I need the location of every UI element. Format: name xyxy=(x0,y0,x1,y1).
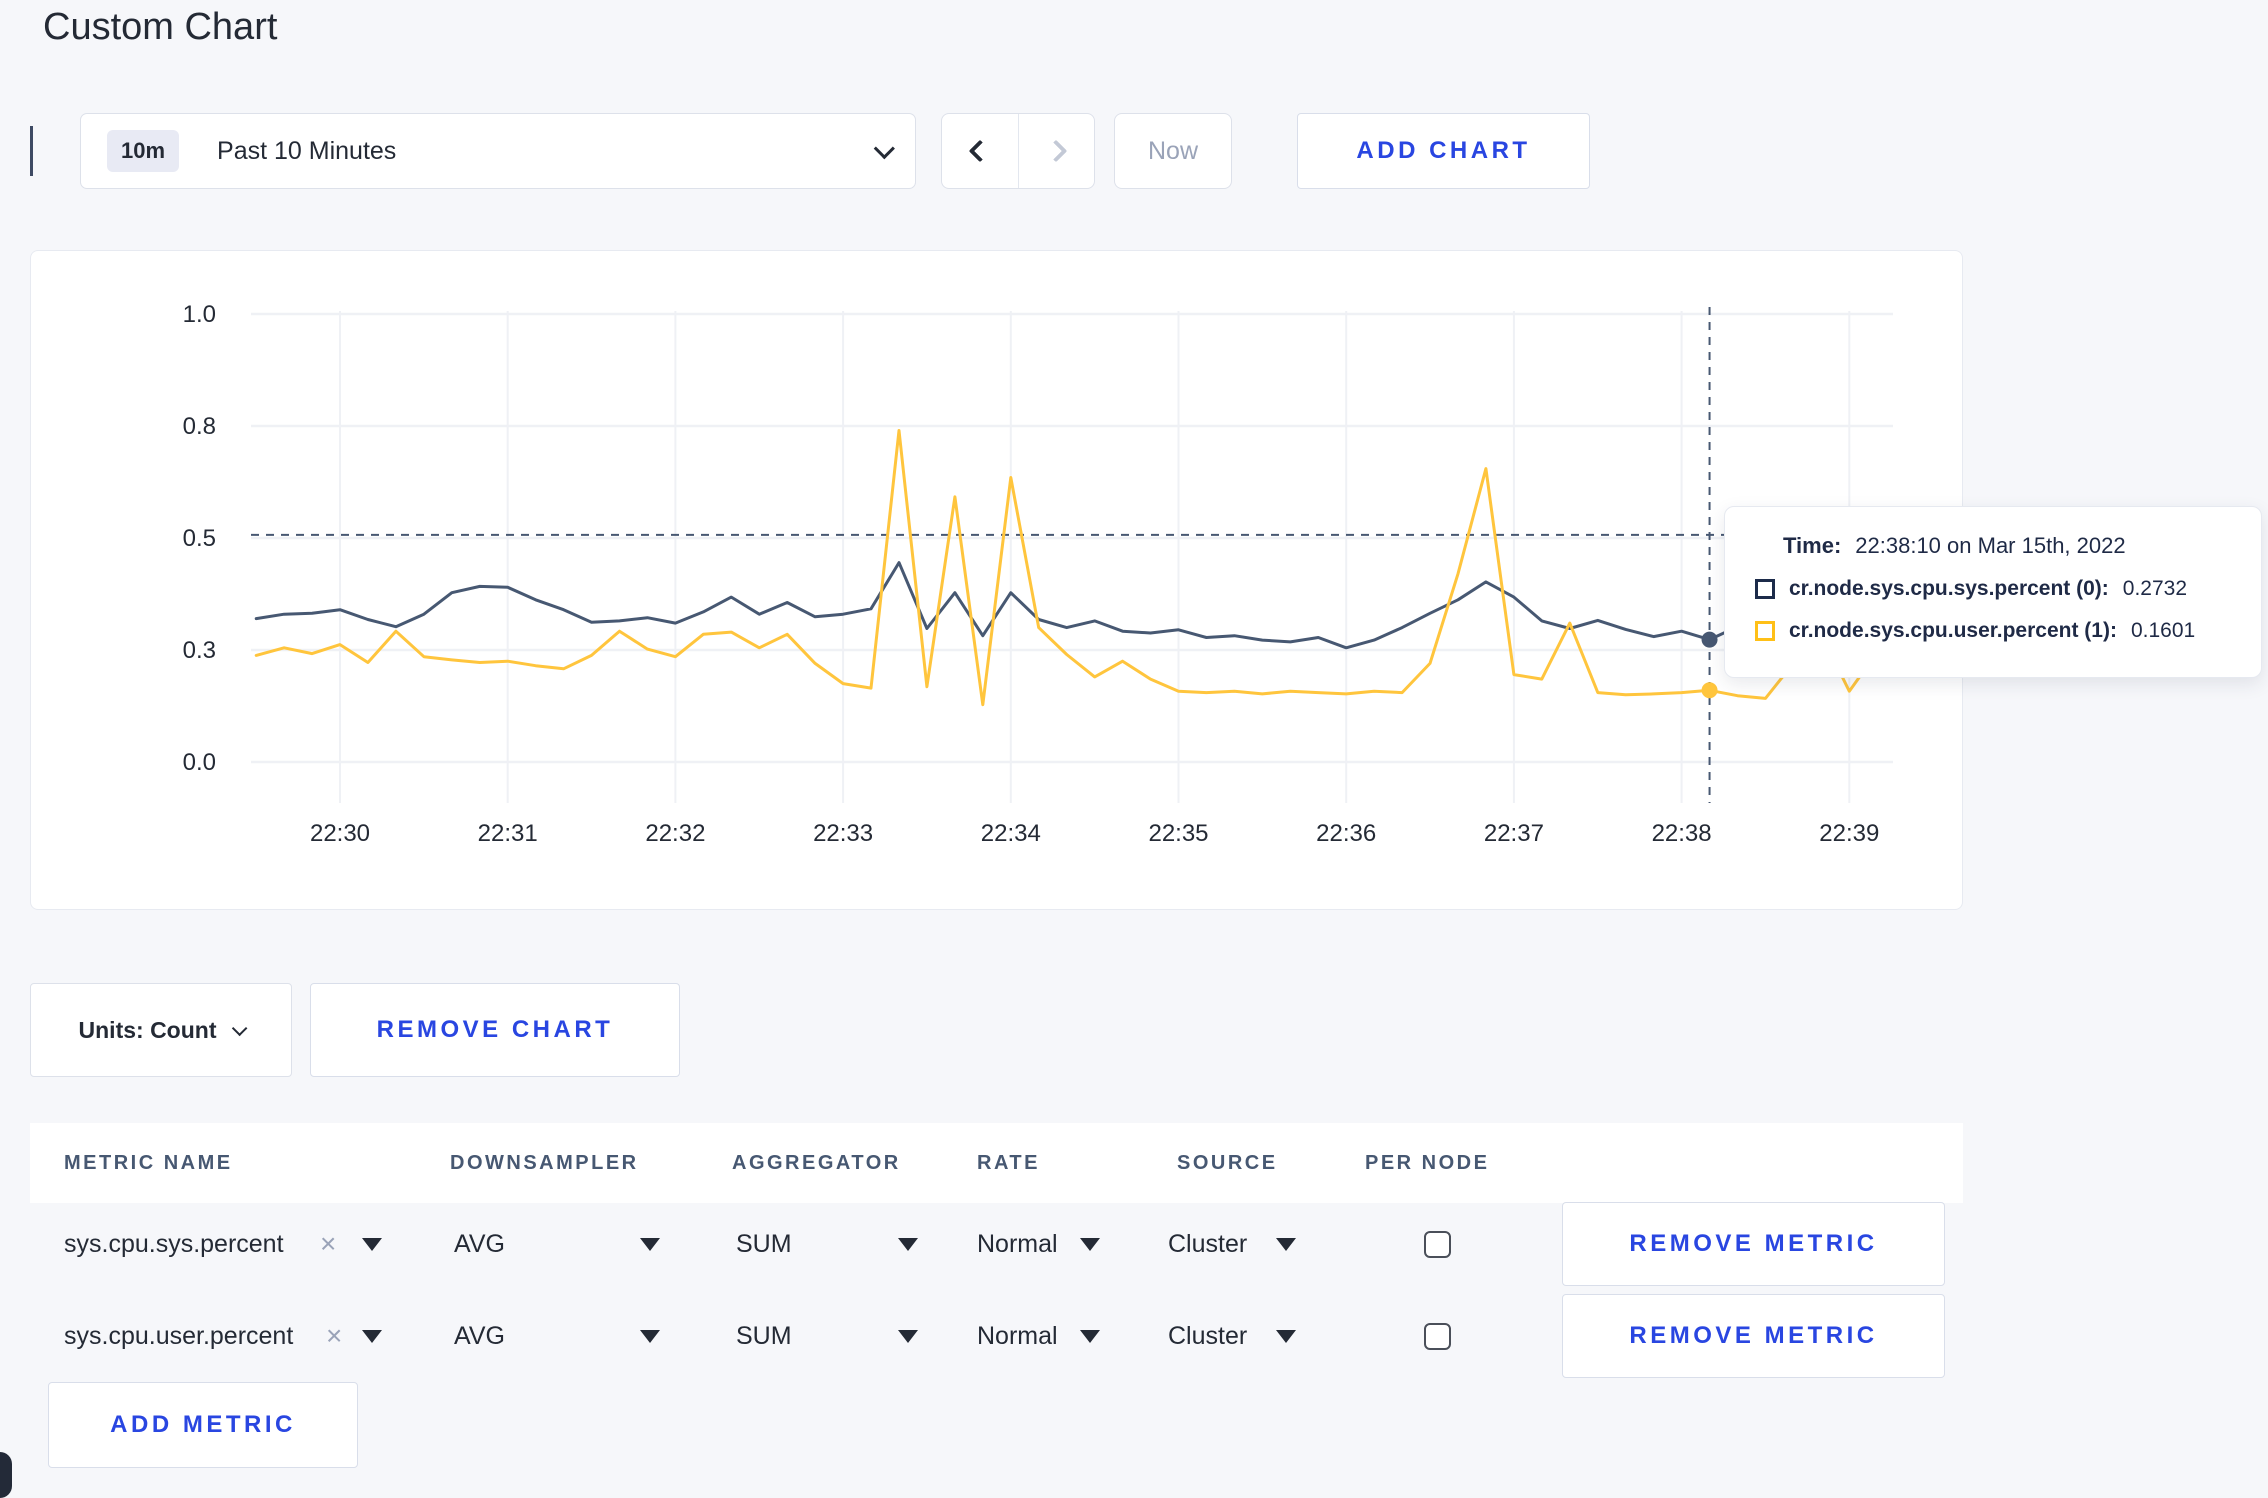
col-header-aggregator: AGGREGATOR xyxy=(732,1151,901,1174)
caret-down-icon xyxy=(898,1329,918,1343)
source-select[interactable]: Cluster xyxy=(1168,1229,1248,1258)
per-node-cell xyxy=(1424,1198,1451,1290)
svg-text:22:32: 22:32 xyxy=(645,820,705,847)
svg-text:22:33: 22:33 xyxy=(813,820,873,847)
clear-metric-icon[interactable]: × xyxy=(320,1198,336,1290)
time-range-badge: 10m xyxy=(107,130,180,172)
caret-down-icon xyxy=(898,1237,918,1251)
aggregator-caret[interactable] xyxy=(898,1290,918,1382)
metric-name-value[interactable]: sys.cpu.sys.percent xyxy=(64,1229,284,1258)
downsampler-select[interactable]: AVG xyxy=(454,1229,505,1258)
tooltip-series-row: cr.node.sys.cpu.sys.percent (0): 0.2732 xyxy=(1755,577,2261,601)
clear-metric-icon[interactable]: × xyxy=(326,1290,342,1382)
svg-text:22:38: 22:38 xyxy=(1652,820,1712,847)
time-range-label: Past 10 Minutes xyxy=(217,136,397,165)
svg-text:22:35: 22:35 xyxy=(1148,820,1208,847)
rate-caret[interactable] xyxy=(1080,1198,1100,1290)
time-step-group xyxy=(941,113,1095,189)
per-node-checkbox[interactable] xyxy=(1424,1230,1451,1258)
caret-down-icon xyxy=(1276,1237,1296,1251)
chart-tooltip: Time: 22:38:10 on Mar 15th, 2022 cr.node… xyxy=(1724,506,2262,678)
remove-chart-button[interactable]: REMOVE CHART xyxy=(310,983,680,1077)
downsampler-select[interactable]: AVG xyxy=(454,1321,505,1350)
svg-text:22:34: 22:34 xyxy=(981,820,1041,847)
remove-metric-button[interactable]: REMOVE METRIC xyxy=(1562,1294,1945,1378)
source-caret[interactable] xyxy=(1276,1198,1296,1290)
timeseries-chart[interactable]: 1.0 0.8 0.5 0.3 0.0 22:30 22:31 22:32 22:33 22:34… xyxy=(31,251,1962,909)
col-header-metric-name: METRIC NAME xyxy=(64,1151,233,1174)
per-node-checkbox[interactable] xyxy=(1424,1322,1451,1350)
aggregator-caret[interactable] xyxy=(898,1198,918,1290)
page-title: Custom Chart xyxy=(43,6,278,48)
source-select[interactable]: Cluster xyxy=(1168,1321,1248,1350)
add-metric-button[interactable]: ADD METRIC xyxy=(48,1382,358,1468)
tooltip-series-value: 0.1601 xyxy=(2130,619,2196,642)
caret-down-icon xyxy=(640,1237,660,1251)
rate-caret[interactable] xyxy=(1080,1290,1100,1382)
rate-select[interactable]: Normal xyxy=(977,1229,1058,1258)
svg-text:0.0: 0.0 xyxy=(183,749,216,776)
chart-card: 1.0 0.8 0.5 0.3 0.0 22:30 22:31 22:32 22:33 22:34… xyxy=(30,250,1963,910)
svg-text:0.3: 0.3 xyxy=(183,637,216,664)
tooltip-series-value: 0.2732 xyxy=(2122,577,2188,600)
chevron-left-icon xyxy=(968,139,992,163)
col-header-rate: RATE xyxy=(977,1151,1040,1174)
svg-text:1.0: 1.0 xyxy=(183,301,216,328)
caret-down-icon xyxy=(1080,1237,1100,1251)
x-icon: × xyxy=(320,1228,337,1259)
chevron-down-icon xyxy=(873,137,895,159)
downsampler-caret[interactable] xyxy=(640,1290,660,1382)
tooltip-series-name: cr.node.sys.cpu.user.percent (1): xyxy=(1789,619,2117,642)
caret-down-icon xyxy=(1080,1329,1100,1343)
svg-text:22:30: 22:30 xyxy=(310,820,370,847)
svg-text:22:31: 22:31 xyxy=(478,820,538,847)
units-dropdown[interactable]: Units: Count xyxy=(30,983,292,1077)
now-button[interactable]: Now xyxy=(1114,113,1232,189)
metric-name-value[interactable]: sys.cpu.user.percent xyxy=(64,1321,294,1350)
svg-text:0.5: 0.5 xyxy=(183,525,216,552)
svg-text:22:37: 22:37 xyxy=(1484,820,1544,847)
metric-row: sys.cpu.sys.percent × AVG SUM Normal Clu… xyxy=(30,1198,1963,1290)
remove-metric-button[interactable]: REMOVE METRIC xyxy=(1562,1202,1945,1286)
per-node-cell xyxy=(1424,1290,1451,1382)
partial-floating-element xyxy=(0,1452,12,1498)
user-series-swatch-icon xyxy=(1755,621,1775,641)
sys-series-swatch-icon xyxy=(1755,579,1775,599)
col-header-source: SOURCE xyxy=(1177,1151,1278,1174)
caret-down-icon xyxy=(640,1329,660,1343)
chevron-right-icon xyxy=(1044,139,1068,163)
tooltip-time-label: Time: xyxy=(1783,533,1842,558)
col-header-downsampler: DOWNSAMPLER xyxy=(450,1151,639,1174)
tooltip-time-row: Time: 22:38:10 on Mar 15th, 2022 xyxy=(1755,533,2261,559)
tooltip-time-value: 22:38:10 on Mar 15th, 2022 xyxy=(1855,533,2126,558)
controls-left-divider xyxy=(30,126,33,176)
time-range-dropdown[interactable]: 10m Past 10 Minutes xyxy=(80,113,916,189)
prev-time-button[interactable] xyxy=(942,114,1018,188)
caret-down-icon xyxy=(362,1329,382,1343)
add-chart-button[interactable]: ADD CHART xyxy=(1297,113,1590,189)
metric-row: sys.cpu.user.percent × AVG SUM Normal Cl… xyxy=(30,1290,1963,1382)
tooltip-series-row: cr.node.sys.cpu.user.percent (1): 0.1601 xyxy=(1755,619,2261,643)
svg-text:22:39: 22:39 xyxy=(1819,820,1879,847)
tooltip-series-name: cr.node.sys.cpu.sys.percent (0): xyxy=(1789,577,2109,600)
metric-name-caret[interactable] xyxy=(362,1290,382,1382)
col-header-per-node: PER NODE xyxy=(1365,1151,1490,1174)
rate-select[interactable]: Normal xyxy=(977,1321,1058,1350)
svg-text:22:36: 22:36 xyxy=(1316,820,1376,847)
next-time-button[interactable] xyxy=(1017,114,1095,188)
source-caret[interactable] xyxy=(1276,1290,1296,1382)
svg-text:0.8: 0.8 xyxy=(183,413,216,440)
metrics-table-header: METRIC NAME DOWNSAMPLER AGGREGATOR RATE … xyxy=(30,1123,1963,1203)
caret-down-icon xyxy=(362,1237,382,1251)
downsampler-caret[interactable] xyxy=(640,1198,660,1290)
aggregator-select[interactable]: SUM xyxy=(736,1229,792,1258)
aggregator-select[interactable]: SUM xyxy=(736,1321,792,1350)
chevron-down-icon xyxy=(232,1020,248,1036)
caret-down-icon xyxy=(1276,1329,1296,1343)
metric-name-caret[interactable] xyxy=(362,1198,382,1290)
x-icon: × xyxy=(326,1320,343,1351)
units-label: Units: Count xyxy=(78,1016,217,1043)
